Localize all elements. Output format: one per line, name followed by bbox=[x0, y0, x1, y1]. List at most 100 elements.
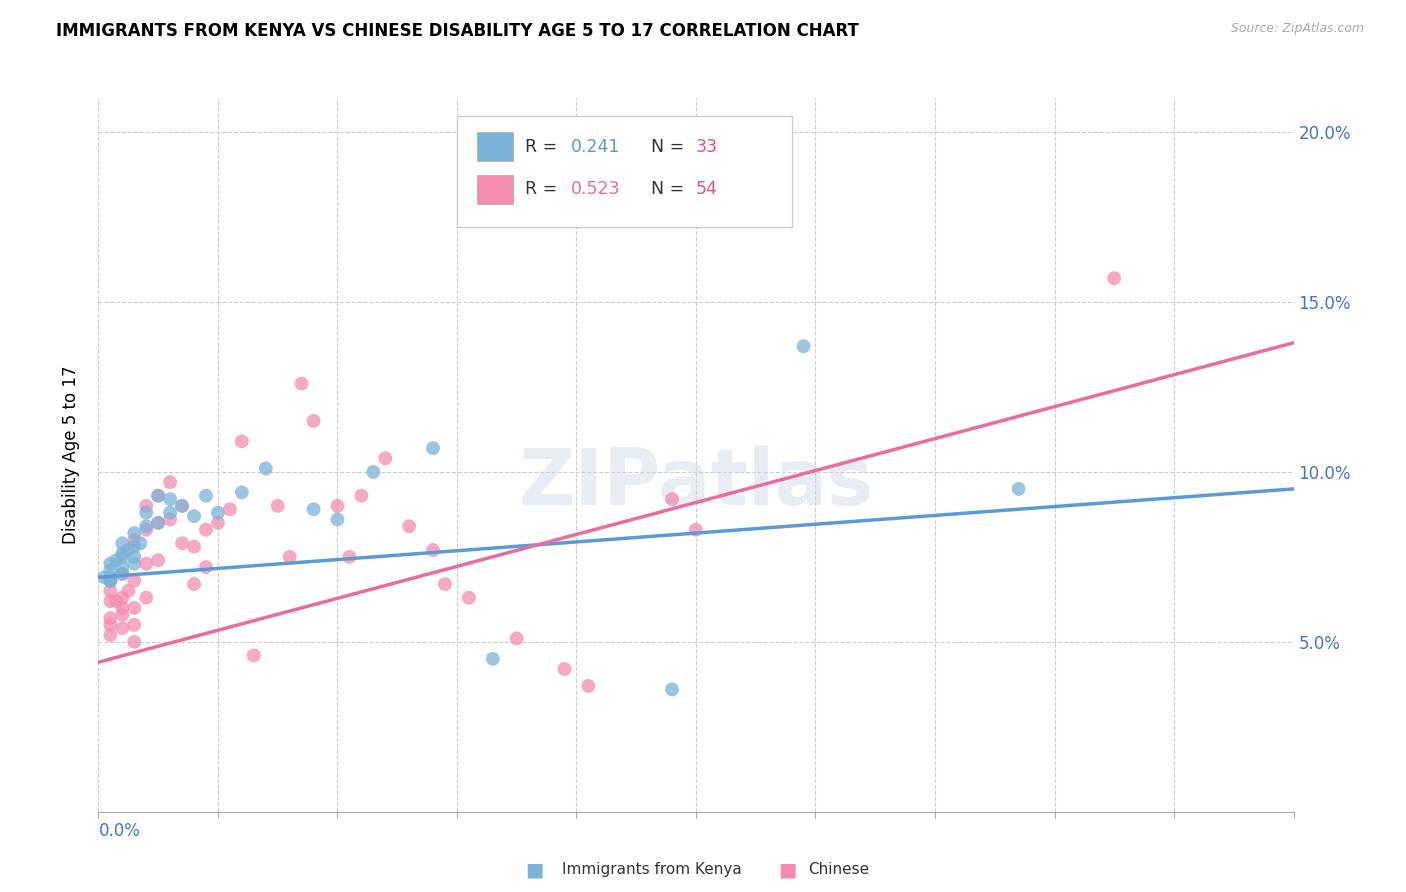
Point bbox=[117, 543, 139, 558]
Point bbox=[100, 574, 122, 588]
Point bbox=[111, 600, 134, 615]
Point bbox=[172, 499, 194, 513]
Text: Source: ZipAtlas.com: Source: ZipAtlas.com bbox=[1230, 22, 1364, 36]
Text: Chinese: Chinese bbox=[808, 863, 869, 877]
Point bbox=[1007, 482, 1029, 496]
Point bbox=[195, 560, 218, 574]
Point bbox=[183, 540, 205, 554]
FancyBboxPatch shape bbox=[457, 116, 792, 227]
Point bbox=[661, 492, 683, 507]
Point bbox=[159, 506, 181, 520]
Point bbox=[207, 516, 229, 530]
Point bbox=[434, 577, 457, 591]
Point bbox=[481, 652, 505, 666]
Point bbox=[183, 577, 205, 591]
Point bbox=[398, 519, 420, 533]
Point bbox=[124, 549, 146, 564]
Text: R =: R = bbox=[524, 180, 562, 198]
Point bbox=[661, 682, 683, 697]
Point bbox=[124, 617, 146, 632]
Point bbox=[111, 549, 134, 564]
Point bbox=[100, 564, 122, 578]
Point bbox=[219, 502, 242, 516]
Point bbox=[350, 489, 373, 503]
Point bbox=[124, 540, 146, 554]
Point bbox=[124, 533, 146, 547]
Point bbox=[172, 499, 194, 513]
Point bbox=[458, 591, 481, 605]
Point bbox=[172, 536, 194, 550]
Point bbox=[363, 465, 385, 479]
Point bbox=[326, 512, 349, 526]
Point bbox=[135, 591, 157, 605]
Point bbox=[100, 628, 122, 642]
Point bbox=[100, 557, 122, 571]
FancyBboxPatch shape bbox=[477, 175, 513, 203]
Point bbox=[135, 499, 157, 513]
Point bbox=[111, 621, 134, 635]
Point bbox=[267, 499, 290, 513]
Point bbox=[111, 591, 134, 605]
Point bbox=[159, 492, 181, 507]
Point bbox=[148, 516, 170, 530]
Y-axis label: Disability Age 5 to 17: Disability Age 5 to 17 bbox=[62, 366, 80, 544]
Point bbox=[195, 489, 218, 503]
Point bbox=[124, 557, 146, 571]
Point bbox=[374, 451, 396, 466]
Point bbox=[302, 414, 325, 428]
Point bbox=[148, 489, 170, 503]
Point bbox=[422, 543, 444, 558]
Point bbox=[195, 523, 218, 537]
Point bbox=[100, 583, 122, 598]
Point bbox=[111, 536, 134, 550]
FancyBboxPatch shape bbox=[477, 132, 513, 161]
Point bbox=[231, 485, 253, 500]
Point bbox=[100, 594, 122, 608]
Point bbox=[183, 509, 205, 524]
Point bbox=[117, 583, 139, 598]
Point bbox=[326, 499, 349, 513]
Point bbox=[100, 570, 122, 584]
Point bbox=[100, 611, 122, 625]
Point bbox=[148, 553, 170, 567]
Point bbox=[207, 506, 229, 520]
Point bbox=[339, 549, 360, 564]
Point bbox=[124, 526, 146, 541]
Point bbox=[100, 617, 122, 632]
Point bbox=[685, 523, 707, 537]
Point bbox=[1104, 271, 1126, 285]
Point bbox=[278, 549, 301, 564]
Point bbox=[135, 506, 157, 520]
Text: Immigrants from Kenya: Immigrants from Kenya bbox=[562, 863, 742, 877]
Point bbox=[231, 434, 253, 449]
Point bbox=[578, 679, 600, 693]
Point bbox=[159, 512, 181, 526]
Point bbox=[291, 376, 314, 391]
Point bbox=[554, 662, 576, 676]
Point bbox=[148, 489, 170, 503]
Point bbox=[148, 516, 170, 530]
Text: N =: N = bbox=[640, 137, 689, 155]
Point bbox=[111, 560, 134, 574]
Point bbox=[124, 574, 146, 588]
Point bbox=[93, 570, 115, 584]
Point bbox=[135, 523, 157, 537]
Point bbox=[124, 600, 146, 615]
Point bbox=[111, 546, 134, 560]
Point bbox=[100, 574, 122, 588]
Point bbox=[105, 594, 128, 608]
Text: 0.0%: 0.0% bbox=[98, 822, 141, 840]
Point bbox=[506, 632, 529, 646]
Point bbox=[793, 339, 815, 353]
Text: 54: 54 bbox=[696, 180, 718, 198]
Text: 0.523: 0.523 bbox=[571, 180, 620, 198]
Text: ■: ■ bbox=[778, 860, 797, 880]
Point bbox=[135, 519, 157, 533]
Point bbox=[302, 502, 325, 516]
Point bbox=[243, 648, 266, 663]
Point bbox=[135, 557, 157, 571]
Point bbox=[111, 566, 134, 581]
Text: ■: ■ bbox=[524, 860, 544, 880]
Point bbox=[111, 566, 134, 581]
Text: 0.241: 0.241 bbox=[571, 137, 620, 155]
